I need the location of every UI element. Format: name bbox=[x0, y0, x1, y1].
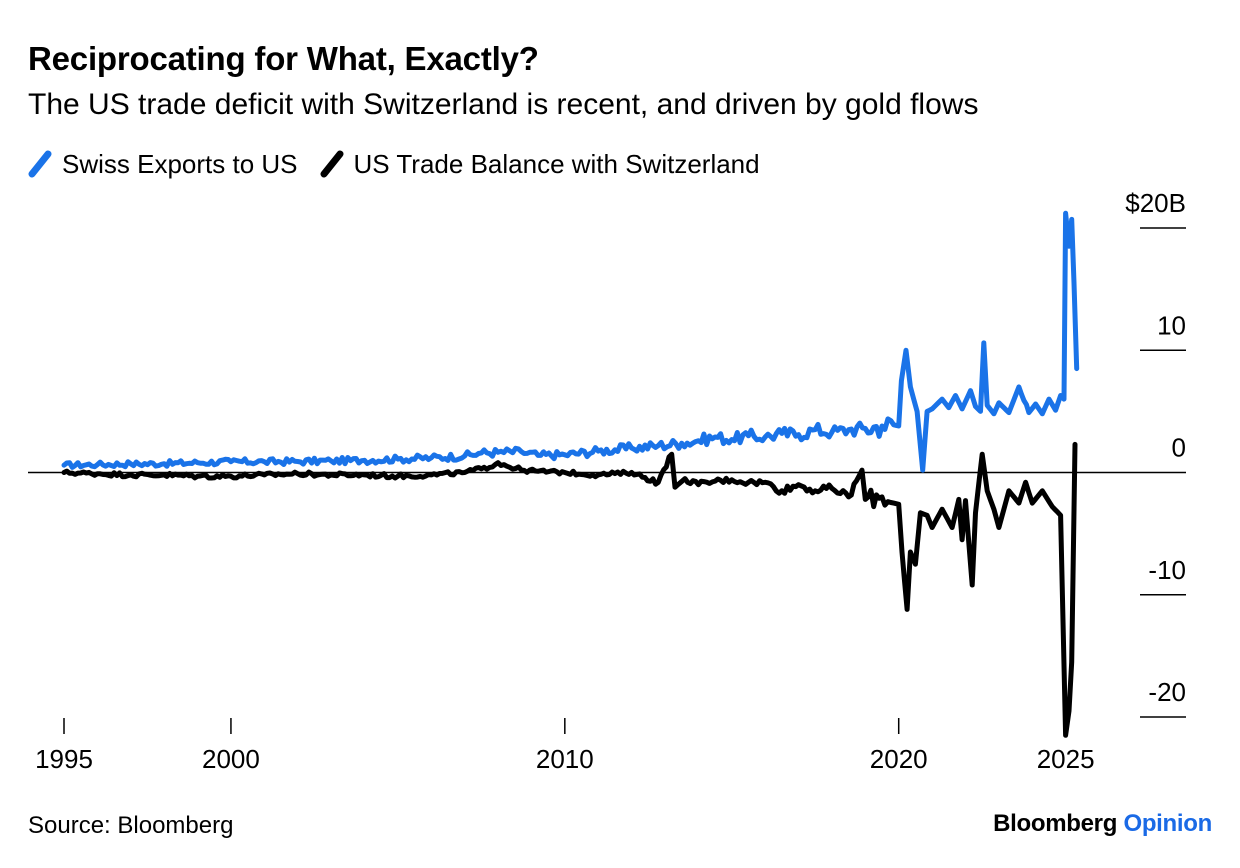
x-tick-label: 1995 bbox=[35, 744, 93, 774]
y-tick-label: 10 bbox=[1157, 310, 1186, 340]
y-tick-label: -20 bbox=[1148, 677, 1186, 707]
legend-item-balance: US Trade Balance with Switzerland bbox=[320, 149, 760, 180]
y-tick-label: 0 bbox=[1172, 433, 1186, 463]
x-tick-label: 2020 bbox=[870, 744, 928, 774]
source-note: Source: Bloomberg bbox=[28, 812, 234, 839]
x-tick-label: 2025 bbox=[1037, 744, 1095, 774]
x-tick-label: 2000 bbox=[202, 744, 260, 774]
legend-swatch-balance bbox=[320, 150, 344, 178]
x-tick-label: 2010 bbox=[536, 744, 594, 774]
y-tick-label: $20B bbox=[1125, 188, 1186, 218]
y-tick-label: -10 bbox=[1148, 555, 1186, 585]
brand-main: Bloomberg bbox=[993, 810, 1118, 837]
series-line-swiss-exports bbox=[61, 210, 1080, 473]
brand-logo: Bloomberg Opinion bbox=[993, 810, 1212, 838]
legend-label-balance: US Trade Balance with Switzerland bbox=[353, 148, 760, 179]
chart-subtitle: The US trade deficit with Switzerland is… bbox=[28, 88, 979, 121]
legend-swatch-exports bbox=[28, 150, 52, 178]
chart-legend: Swiss Exports to US US Trade Balance wit… bbox=[28, 148, 782, 180]
brand-accent: Opinion bbox=[1123, 810, 1212, 837]
chart-title: Reciprocating for What, Exactly? bbox=[28, 40, 539, 77]
legend-label-exports: Swiss Exports to US bbox=[62, 148, 298, 179]
legend-item-exports: Swiss Exports to US bbox=[28, 149, 298, 180]
series-line-us-trade-balance bbox=[61, 441, 1078, 738]
